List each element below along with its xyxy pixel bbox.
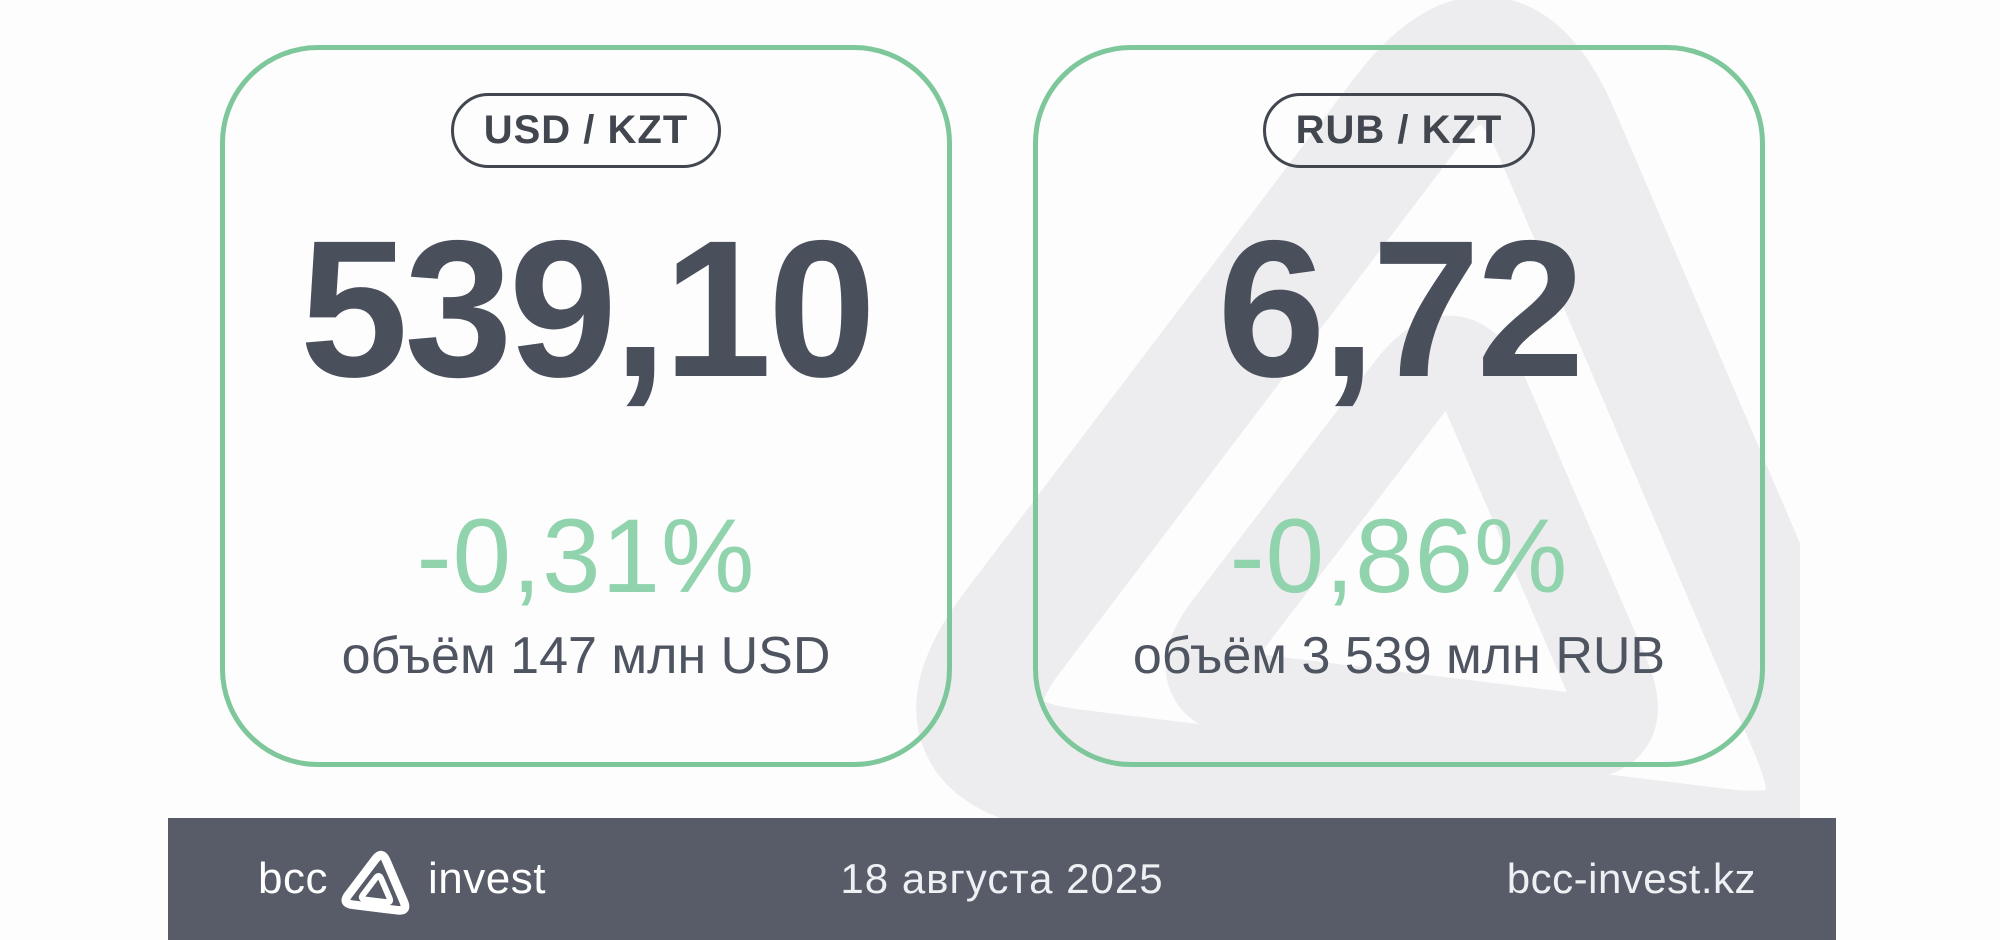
footer-bar: bcc invest 18 августа 2025 bcc-invest.kz — [168, 818, 1836, 940]
currency-card-rub-kzt: RUB / KZT 6,72 -0,86% объём 3 539 млн RU… — [1033, 45, 1765, 767]
brand-logo: bcc invest — [258, 842, 546, 916]
change-percent: -0,31% — [416, 498, 756, 615]
date-label: 18 августа 2025 — [840, 855, 1164, 902]
currency-pair-label: RUB / KZT — [1295, 108, 1503, 152]
volume-label: объём 147 млн USD — [341, 627, 831, 685]
exchange-rate-value: 6,72 — [1217, 200, 1585, 418]
currency-pair-badge: USD / KZT — [450, 93, 722, 168]
brand-text-invest: invest — [427, 854, 546, 903]
brand-text-bcc: bcc — [258, 854, 328, 903]
volume-label: объём 3 539 млн RUB — [1132, 627, 1666, 685]
currency-pair-badge: RUB / KZT — [1262, 93, 1536, 168]
bcc-triangle-icon — [341, 850, 410, 915]
change-percent: -0,86% — [1229, 498, 1569, 615]
site-url-label: bcc-invest.kz — [1506, 855, 1756, 902]
currency-card-usd-kzt: USD / KZT 539,10 -0,31% объём 147 млн US… — [220, 45, 952, 767]
exchange-rate-value: 539,10 — [299, 200, 876, 418]
currency-pair-label: USD / KZT — [483, 108, 689, 152]
